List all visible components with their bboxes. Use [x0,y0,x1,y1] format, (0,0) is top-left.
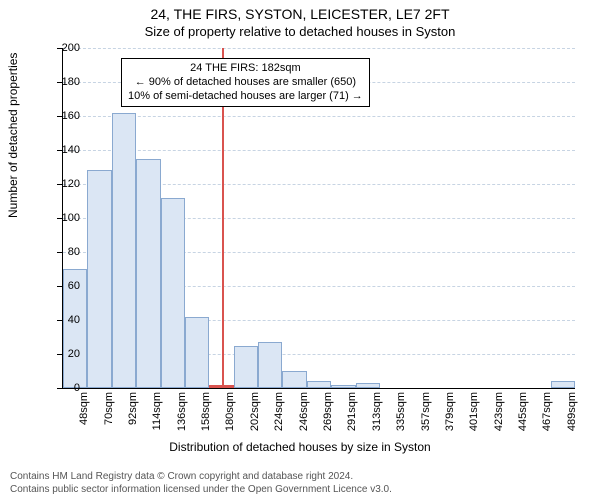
x-tick-label: 379sqm [444,392,456,431]
annotation-box: 24 THE FIRS: 182sqm← 90% of detached hou… [121,58,370,107]
x-tick-label: 423sqm [493,392,505,431]
y-tick-label: 0 [50,382,80,394]
x-tick-label: 445sqm [517,392,529,431]
y-tick-label: 120 [50,178,80,190]
x-tick-label: 92sqm [127,392,139,425]
y-axis-label: Number of detached properties [6,53,20,218]
x-tick-label: 224sqm [273,392,285,431]
histogram-bar [161,198,185,388]
chart-title-line1: 24, THE FIRS, SYSTON, LEICESTER, LE7 2FT [0,6,600,22]
x-tick-label: 246sqm [298,392,310,431]
x-tick-label: 202sqm [249,392,261,431]
x-tick-label: 48sqm [78,392,90,425]
x-tick-label: 313sqm [371,392,383,431]
footer-line2: Contains public sector information licen… [10,483,392,496]
x-tick-label: 158sqm [200,392,212,431]
histogram-bar [234,346,258,389]
y-tick-label: 100 [50,212,80,224]
histogram-bar [551,381,575,388]
y-tick-label: 140 [50,144,80,156]
x-tick-label: 136sqm [176,392,188,431]
chart-container: 24, THE FIRS, SYSTON, LEICESTER, LE7 2FT… [0,0,600,500]
y-tick-label: 40 [50,314,80,326]
histogram-bar [87,170,111,388]
grid-line [63,48,575,49]
x-tick-label: 114sqm [151,392,163,430]
x-axis-label: Distribution of detached houses by size … [0,440,600,454]
x-tick-label: 467sqm [541,392,553,431]
y-tick-label: 60 [50,280,80,292]
histogram-bar [356,383,380,388]
histogram-bar [282,371,306,388]
y-tick-label: 180 [50,76,80,88]
y-tick-label: 80 [50,246,80,258]
histogram-bar [112,113,136,388]
y-tick-label: 160 [50,110,80,122]
histogram-bar [258,342,282,388]
plot-area: 24 THE FIRS: 182sqm← 90% of detached hou… [62,48,575,389]
x-tick-label: 335sqm [395,392,407,431]
attribution-footer: Contains HM Land Registry data © Crown c… [10,470,392,496]
x-tick-label: 401sqm [468,392,480,431]
chart-title-line2: Size of property relative to detached ho… [0,24,600,39]
x-tick-label: 70sqm [103,392,115,425]
grid-line [63,150,575,151]
annot-line1: 24 THE FIRS: 182sqm [128,62,363,76]
y-tick-label: 200 [50,42,80,54]
x-tick-label: 357sqm [420,392,432,431]
histogram-bar [136,159,160,389]
y-tick-label: 20 [50,348,80,360]
histogram-bar [307,381,331,388]
x-tick-label: 291sqm [346,392,358,431]
annot-line2: ← 90% of detached houses are smaller (65… [128,76,363,90]
x-tick-label: 269sqm [322,392,334,431]
x-tick-label: 180sqm [224,392,236,431]
annot-line3: 10% of semi-detached houses are larger (… [128,90,363,104]
x-tick-label: 489sqm [566,392,578,431]
grid-line [63,116,575,117]
histogram-bar [331,385,355,388]
histogram-bar [185,317,209,388]
footer-line1: Contains HM Land Registry data © Crown c… [10,470,392,483]
